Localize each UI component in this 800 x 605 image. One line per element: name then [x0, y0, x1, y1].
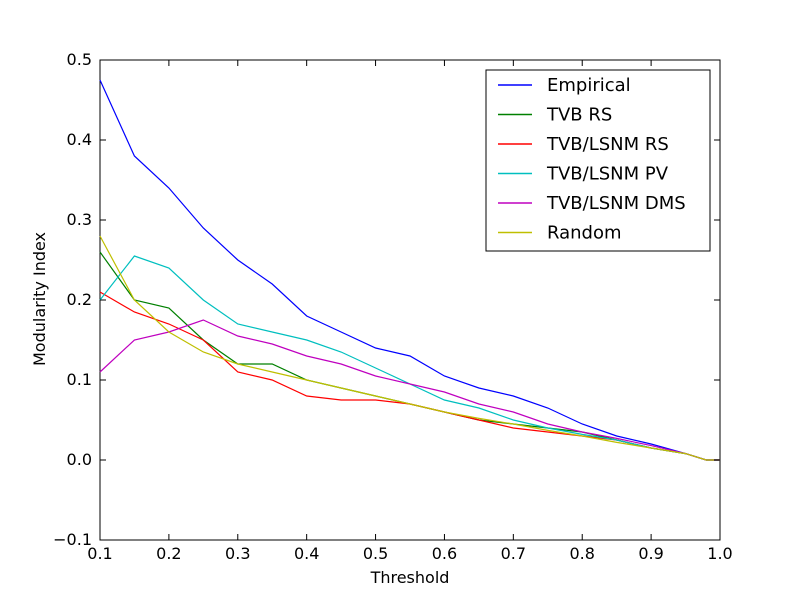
x-tick-label: 0.7 [501, 544, 526, 563]
legend: Empirical TVB RS TVB/LSNM RS TVB/LSNM PV TVB… [485, 69, 711, 252]
x-axis-label: Threshold [370, 568, 450, 587]
x-tick-label: 0.2 [156, 544, 181, 563]
y-axis-label: Modularity Index [30, 232, 49, 366]
legend-box [485, 69, 711, 252]
series-line-0 [99, 79, 720, 461]
x-tick-label: 0.5 [363, 544, 388, 563]
y-tick-label: 0.0 [67, 450, 92, 469]
plot-area [99, 59, 721, 541]
y-tick-label: 0.1 [67, 370, 92, 389]
x-tick-label: 0.6 [432, 544, 457, 563]
y-tick-label: 0.4 [67, 130, 92, 149]
legend-entry-label: TVB/LSNM PV [546, 164, 669, 185]
x-tick-label: 0.9 [638, 544, 663, 563]
legend-entry-label: TVB/LSNM DMS [546, 193, 686, 214]
y-tick-label: 0.2 [67, 290, 92, 309]
legend-entry-label: Random [547, 223, 622, 244]
series-line-5 [99, 235, 720, 461]
x-tick-label: 0.3 [225, 544, 250, 563]
legend-entry-label: TVB RS [546, 105, 612, 126]
series-line-4 [99, 319, 720, 461]
x-tick-label: 0.8 [569, 544, 594, 563]
legend-entry-label: TVB/LSNM RS [546, 134, 669, 155]
x-tick-label: 0.1 [87, 544, 112, 563]
legend-entry-label: Empirical [547, 75, 631, 96]
axis-ticks: 0.1 0.2 0.3 0.4 0.5 0.6 0.7 0.8 0.9 1.0 −0.1 0.0 0.1… [53, 50, 733, 563]
series-line-2 [99, 291, 720, 461]
y-tick-label: 0.3 [67, 210, 92, 229]
series-line-3 [99, 255, 720, 461]
y-tick-label: 0.5 [67, 50, 92, 69]
x-tick-label: 0.4 [294, 544, 319, 563]
x-tick-label: 1.0 [707, 544, 732, 563]
y-tick-label: −0.1 [53, 530, 92, 549]
